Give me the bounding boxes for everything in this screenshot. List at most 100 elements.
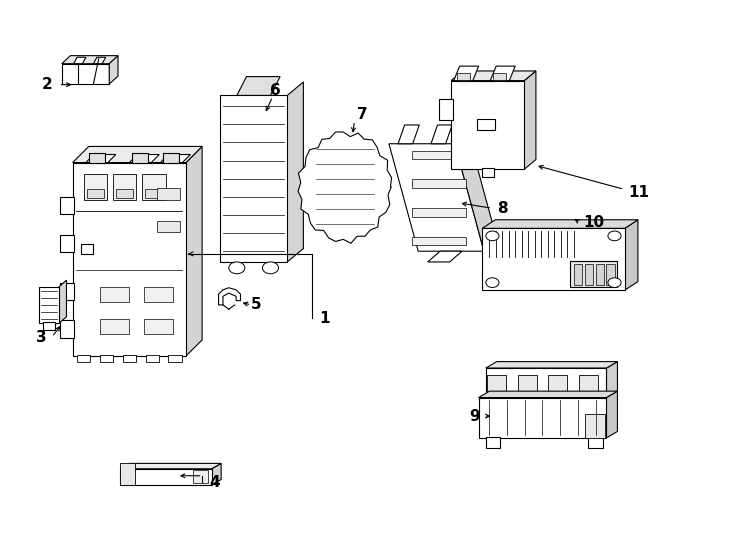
Polygon shape [389,144,484,251]
Circle shape [486,231,499,241]
Bar [144,320,173,334]
Polygon shape [93,57,106,64]
Bar [584,414,605,438]
Polygon shape [428,251,462,262]
Text: 5: 5 [250,298,261,313]
Bar [413,237,466,245]
Bar [486,437,501,448]
Polygon shape [451,71,536,80]
Polygon shape [625,220,638,290]
Polygon shape [482,220,638,228]
Bar [113,174,137,200]
Bar [548,375,567,394]
Bar [487,375,506,394]
Polygon shape [109,56,118,84]
Polygon shape [73,146,202,163]
Polygon shape [490,66,515,80]
Bar [595,264,603,285]
Polygon shape [486,362,617,368]
Bar [59,197,74,214]
Text: 10: 10 [583,215,604,230]
Polygon shape [129,154,159,163]
Bar [578,375,597,394]
Bar [81,244,93,254]
Bar [493,73,506,79]
Polygon shape [298,132,392,243]
Bar [87,190,104,198]
Bar [517,375,537,394]
Bar [157,220,180,232]
Polygon shape [287,82,303,262]
Bar [59,234,74,252]
Circle shape [486,278,499,287]
Bar [440,99,453,119]
Bar [413,179,466,188]
Polygon shape [186,146,202,356]
Bar [142,174,166,200]
Bar [486,368,606,397]
Polygon shape [161,154,190,163]
Bar [116,190,134,198]
Bar [39,287,59,323]
Text: 11: 11 [628,185,650,200]
Circle shape [263,262,278,274]
Bar [77,355,90,362]
Bar [157,188,180,200]
Polygon shape [431,125,452,144]
Bar [588,437,603,448]
Polygon shape [479,391,617,397]
Bar [120,469,211,485]
Bar [100,287,129,302]
Text: 4: 4 [210,475,220,490]
Circle shape [229,262,245,274]
Polygon shape [219,288,241,305]
Bar [573,264,581,285]
Bar [100,355,113,362]
Polygon shape [606,362,617,397]
Polygon shape [211,463,221,485]
Bar [193,470,208,483]
Polygon shape [120,463,221,469]
Bar [606,264,614,285]
Bar [144,287,173,302]
Polygon shape [524,71,536,169]
Bar [145,190,163,198]
Bar [413,151,466,159]
Bar [73,163,186,356]
Bar [123,355,136,362]
Bar [145,355,159,362]
Polygon shape [455,133,497,251]
Polygon shape [62,64,109,84]
Polygon shape [606,391,617,438]
Bar [476,118,495,130]
Bar [451,80,524,169]
Bar [84,174,107,200]
Circle shape [608,231,621,241]
Polygon shape [86,154,116,163]
Bar [100,320,129,334]
Bar [132,153,148,163]
Bar [570,261,617,287]
Bar [89,153,105,163]
Text: 3: 3 [36,329,47,345]
Polygon shape [454,66,479,80]
Bar [120,463,135,485]
Polygon shape [73,57,86,64]
Bar [164,153,179,163]
Bar [482,228,625,290]
Bar [413,208,466,217]
Bar [457,73,470,79]
Polygon shape [59,280,67,323]
Text: 8: 8 [497,201,508,215]
Text: 1: 1 [319,311,330,326]
Bar [59,321,74,338]
Polygon shape [237,77,280,96]
Bar [479,397,606,438]
Bar [220,96,287,262]
Bar [584,264,592,285]
Polygon shape [398,125,419,144]
Bar [59,283,74,300]
Text: 7: 7 [357,107,367,122]
Bar [43,322,55,330]
Text: 2: 2 [41,77,52,92]
